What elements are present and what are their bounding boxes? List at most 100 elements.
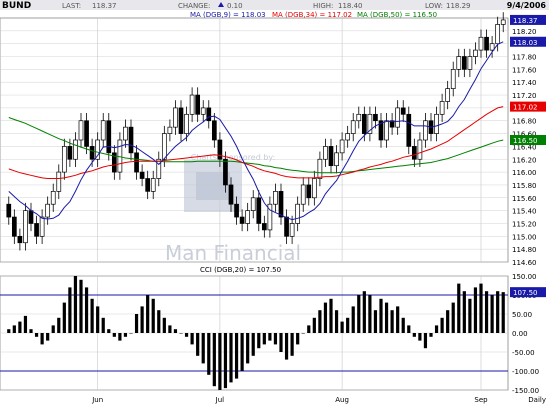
cci-bar xyxy=(118,333,122,341)
cci-bar xyxy=(318,310,322,333)
cci-tick-label: 0.00 xyxy=(512,330,528,338)
period-label: Daily xyxy=(528,396,546,404)
cci-bar xyxy=(168,325,172,333)
candle-body xyxy=(250,197,256,211)
low-label: LOW: xyxy=(425,2,443,10)
cci-bar xyxy=(262,333,266,345)
price-tick-label: 116.80 xyxy=(512,118,537,126)
cci-bar xyxy=(134,314,139,333)
price-tick-label: 116.00 xyxy=(512,169,537,177)
candle-body xyxy=(417,139,423,160)
candle-body xyxy=(411,146,417,160)
cci-title: CCI (DGB,20) = 107.50 xyxy=(200,266,281,274)
cci-bar xyxy=(312,317,316,333)
cci-bar xyxy=(401,317,405,333)
cci-bar xyxy=(251,333,255,356)
cci-bar xyxy=(79,279,83,333)
price-tick-label: 116.20 xyxy=(512,156,537,164)
candle-body xyxy=(200,107,206,115)
candle-body xyxy=(139,171,145,179)
ma50-tag: 116.50 xyxy=(513,137,538,145)
last-label: LAST: xyxy=(62,2,81,10)
candle-body xyxy=(50,191,56,205)
cci-bar xyxy=(207,333,211,375)
candle-body xyxy=(261,223,267,231)
candle-body xyxy=(500,19,506,25)
month-label: Aug xyxy=(335,396,349,404)
candle-body xyxy=(17,235,23,244)
candle-body xyxy=(34,223,39,237)
price-tick-label: 115.00 xyxy=(512,233,537,241)
cci-bar xyxy=(112,333,116,337)
candle-body xyxy=(161,133,167,160)
change-up-arrow-icon xyxy=(218,2,224,7)
candle-body xyxy=(356,113,362,122)
cci-bar xyxy=(151,298,155,333)
candle-body xyxy=(373,113,378,122)
candle-body xyxy=(284,216,289,237)
cci-bar xyxy=(301,333,305,334)
candle-body xyxy=(73,139,78,160)
ma34-tag-bg xyxy=(510,101,546,112)
candle-body xyxy=(28,210,34,224)
candle-body xyxy=(217,139,223,160)
candle-body xyxy=(95,139,101,160)
candle-body xyxy=(167,126,173,134)
candle-body xyxy=(56,171,62,192)
candle-body xyxy=(228,184,234,205)
cci-bar xyxy=(284,333,289,360)
candle-body xyxy=(361,113,367,134)
candle-body xyxy=(123,126,128,141)
cci-bar xyxy=(457,283,461,333)
cci-bar xyxy=(418,333,422,341)
cci-bar xyxy=(123,333,128,337)
candle-body xyxy=(84,120,89,147)
cci-bar xyxy=(362,291,366,333)
candle-body xyxy=(345,133,351,141)
candle-body xyxy=(189,94,195,115)
candle-body xyxy=(461,56,467,70)
cci-bar xyxy=(479,283,483,333)
candle-body xyxy=(178,107,184,134)
candle-body xyxy=(134,152,139,173)
cci-bar xyxy=(18,321,22,333)
cci-bar xyxy=(440,317,444,333)
cci-bar xyxy=(484,291,489,333)
cci-bar xyxy=(46,333,50,341)
cci-tick-label: 150.00 xyxy=(512,273,537,281)
cci-bar xyxy=(501,292,505,333)
cci-bar xyxy=(290,333,294,356)
cci-bar xyxy=(129,333,133,334)
cci-bar xyxy=(29,329,33,333)
price-tick-label: 114.60 xyxy=(512,259,537,267)
cci-bar xyxy=(462,291,466,333)
candle-body xyxy=(289,223,295,237)
cci-bar xyxy=(23,315,28,333)
cci-bar xyxy=(396,306,400,333)
candle-body xyxy=(467,56,473,70)
candle-body xyxy=(278,191,284,218)
change-label: CHANGE: xyxy=(178,2,210,10)
ma50-line xyxy=(8,117,504,174)
cci-bar xyxy=(434,325,439,333)
month-label: Jun xyxy=(91,396,103,404)
candle-body xyxy=(489,43,495,51)
cci-bar xyxy=(429,333,433,337)
cci-value-tag: 107.50 xyxy=(513,289,538,297)
candle-body xyxy=(145,178,151,192)
cci-bar xyxy=(90,298,94,333)
ma9-tag: 118.03 xyxy=(513,39,538,47)
cci-bar xyxy=(257,333,261,349)
candle-body xyxy=(245,210,251,224)
candle-body xyxy=(206,107,212,122)
candle-body xyxy=(334,152,339,167)
ma9-legend: MA (DGB,9) = 118.03 xyxy=(190,11,266,19)
candle-body xyxy=(456,56,462,70)
candle-body xyxy=(256,197,262,224)
candle-body xyxy=(61,146,67,173)
price-tick-label: 117.20 xyxy=(512,92,537,100)
cci-bar xyxy=(234,333,239,379)
date-label: 9/4/2006 xyxy=(507,1,547,10)
candle-body xyxy=(67,146,73,160)
